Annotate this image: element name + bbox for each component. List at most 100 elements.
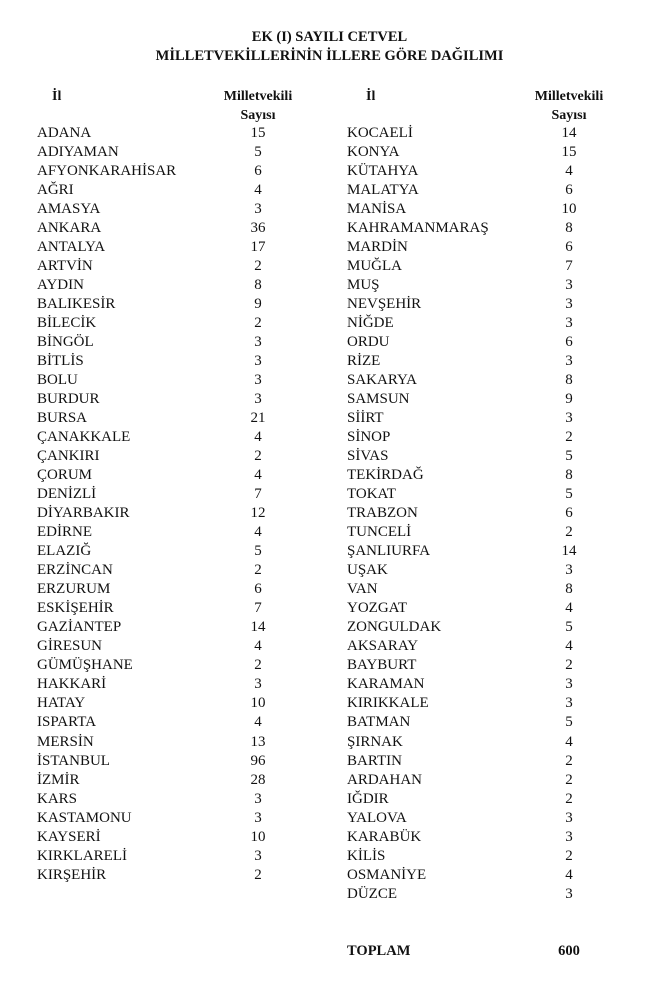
deputy-count: 4 [254,638,262,655]
deputy-count: 7 [565,258,573,275]
deputy-count: 4 [565,163,573,180]
province-name: BOLU [37,372,78,389]
province-name: KIRKLARELİ [37,847,127,864]
province-name: ŞANLIURFA [347,543,431,560]
province-name: KÜTAHYA [347,163,419,180]
province-name: ÇANAKKALE [37,429,131,446]
deputy-count: 6 [254,163,262,180]
province-name: GÜMÜŞHANE [37,657,133,674]
province-name: KARS [37,790,78,807]
deputy-count: 5 [254,543,262,560]
province-name: ADIYAMAN [37,144,119,161]
left-header-province: İl [52,89,62,104]
deputy-count: 4 [254,714,262,731]
province-name: AMASYA [37,201,101,218]
province-name: İZMİR [37,771,80,788]
province-name: OSMANİYE [347,866,427,883]
deputy-count: 2 [565,790,573,807]
deputy-count: 2 [254,562,262,579]
deputy-count: 3 [254,790,262,807]
province-name: NEVŞEHİR [347,296,422,313]
deputy-count: 8 [565,220,573,237]
deputy-count: 17 [250,239,266,256]
province-name: BURSA [37,410,88,427]
deputy-count: 6 [565,239,573,256]
deputy-count: 8 [565,581,573,598]
province-name: KOCAELİ [347,125,413,141]
province-name: KONYA [347,144,400,161]
province-name: ANKARA [37,220,102,237]
deputy-count: 8 [565,467,573,484]
province-name: ARDAHAN [347,771,422,788]
deputy-count: 10 [561,201,577,218]
deputy-count: 12 [250,505,266,522]
province-name: ESKİŞEHİR [37,600,114,617]
province-name: ARTVİN [37,258,93,275]
province-name: MUŞ [347,277,380,294]
document-title: EK (I) SAYILI CETVEL [251,29,408,45]
deputy-count: 2 [254,448,262,465]
deputy-count: 36 [250,220,266,237]
deputy-count: 9 [254,296,262,313]
deputy-count: 2 [254,258,262,275]
province-name: BURDUR [37,391,100,408]
total-label: TOPLAM [347,943,411,959]
deputy-count: 3 [565,296,573,313]
deputy-count: 3 [565,353,573,370]
deputy-count: 2 [254,866,262,883]
deputy-count: 6 [254,581,262,598]
deputy-count: 28 [250,771,266,788]
province-name: AKSARAY [347,638,419,655]
province-name: KARAMAN [347,676,425,693]
province-name: BATMAN [347,714,411,731]
deputy-count: 96 [250,752,266,769]
deputy-count: 2 [565,752,573,769]
province-name: KASTAMONU [37,809,132,826]
province-name: ZONGULDAK [347,619,442,636]
deputy-count: 14 [561,543,577,560]
province-name: SİVAS [347,448,389,465]
left-header-count-line2: Sayısı [240,108,276,123]
deputy-count: 3 [254,201,262,218]
province-name: ISPARTA [37,714,97,731]
province-name: ŞIRNAK [347,733,403,750]
deputy-count: 4 [254,429,262,446]
deputy-count: 2 [565,771,573,788]
deputy-count: 3 [254,353,262,370]
deputy-count: 8 [254,277,262,294]
province-name: GİRESUN [37,638,103,655]
deputy-count: 14 [250,619,266,636]
deputy-count: 15 [561,144,577,161]
deputy-count: 4 [254,182,262,199]
deputy-count: 5 [565,619,573,636]
deputy-count: 8 [565,372,573,389]
deputy-count: 9 [565,391,573,408]
deputy-count: 3 [565,562,573,579]
deputy-count: 3 [565,277,573,294]
deputy-count: 2 [565,847,573,864]
deputy-count: 2 [254,657,262,674]
province-name: KİLİS [347,847,386,864]
deputy-count: 3 [565,885,573,902]
province-name: ÇORUM [37,467,93,484]
deputy-count: 5 [565,486,573,503]
deputy-count: 14 [561,125,577,141]
deputy-count: 13 [250,733,266,750]
deputy-count: 6 [565,505,573,522]
right-header-count: Milletvekili [534,89,604,104]
province-name: UŞAK [347,562,388,579]
total-value: 600 [558,943,580,959]
province-name: SAKARYA [347,372,418,389]
deputy-count: 3 [565,695,573,712]
deputy-count: 7 [254,486,262,503]
left-header-count: Milletvekili [223,89,293,104]
deputy-count: 5 [565,714,573,731]
province-name: MUĞLA [347,258,402,275]
province-name: RİZE [347,353,381,370]
deputy-count: 5 [565,448,573,465]
deputy-count: 4 [565,733,573,750]
deputy-count: 4 [565,638,573,655]
province-name: YALOVA [347,809,407,826]
province-name: KIRŞEHİR [37,866,107,883]
deputy-count: 7 [254,600,262,617]
